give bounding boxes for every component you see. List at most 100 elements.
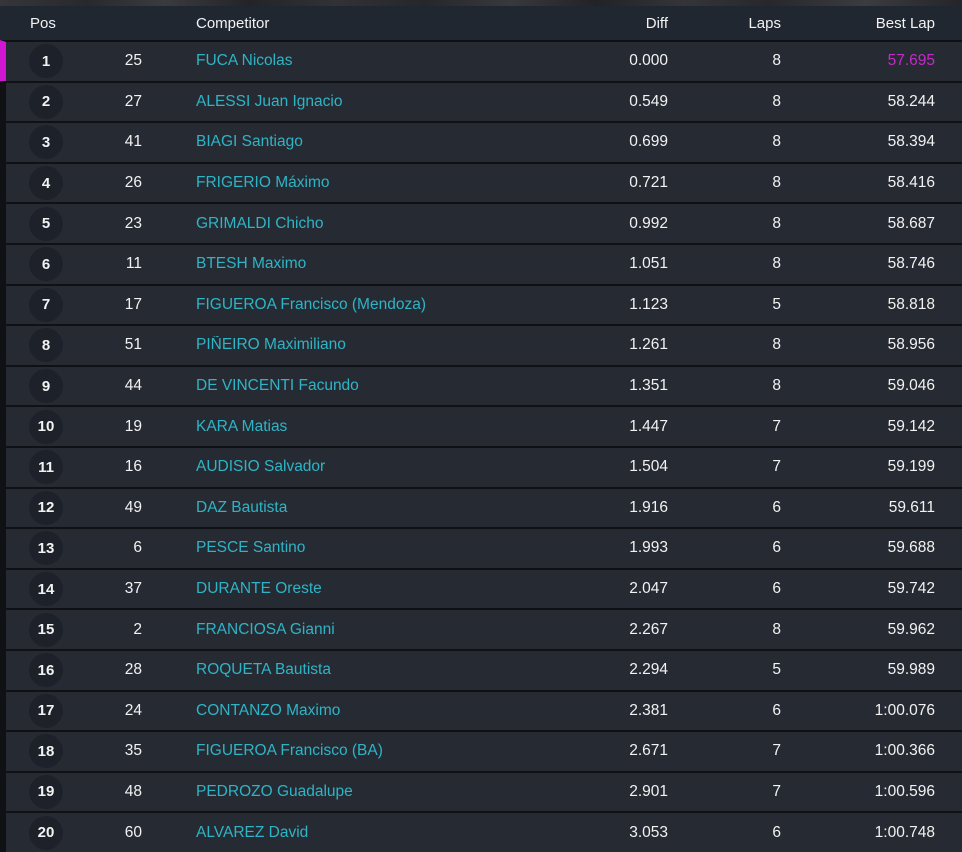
position-badge: 13 [29,531,63,566]
car-number-cell: 44 [124,377,142,395]
position-badge: 11 [29,450,63,485]
position-cell: 3 [6,125,86,160]
competitor-name-cell: ALESSI Juan Ignacio [196,92,343,110]
diff-cell: 1.916 [629,498,668,516]
diff-cell: 2.381 [629,701,668,719]
table-row[interactable]: 18 35 FIGUEROA Francisco (BA) 2.671 7 1:… [0,730,962,771]
car-number-cell: 24 [124,701,142,719]
best-lap-cell: 59.989 [887,661,935,679]
position-cell: 10 [6,409,86,444]
position-badge: 14 [29,572,63,607]
table-row[interactable]: 7 17 FIGUEROA Francisco (Mendoza) 1.123 … [0,283,962,325]
diff-cell: 1.261 [629,336,668,354]
position-cell: 11 [6,450,86,485]
column-header-diff[interactable]: Diff [645,14,668,32]
competitor-name-cell: BIAGI Santiago [196,133,303,151]
table-row[interactable]: 19 48 PEDROZO Guadalupe 2.901 7 1:00.596 [0,770,962,812]
laps-cell: 8 [772,255,781,273]
table-row[interactable]: 13 6 PESCE Santino 1.993 6 59.688 [0,527,962,568]
competitor-name-cell: ROQUETA Bautista [196,661,331,679]
position-cell: 17 [6,693,86,728]
table-row[interactable]: 8 51 PIÑEIRO Maximiliano 1.261 8 58.956 [0,324,962,365]
table-row[interactable]: 6 11 BTESH Maximo 1.051 8 58.746 [0,242,962,284]
laps-cell: 8 [772,336,781,354]
diff-cell: 2.294 [629,661,668,679]
competitor-name-cell: FIGUEROA Francisco (BA) [196,742,383,760]
position-badge: 2 [29,84,63,119]
table-row[interactable]: 2 27 ALESSI Juan Ignacio 0.549 8 58.244 [0,80,962,122]
table-row[interactable]: 17 24 CONTANZO Maximo 2.381 6 1:00.076 [0,689,962,731]
column-header-pos[interactable]: Pos [30,14,56,32]
position-badge: 5 [29,206,63,241]
best-lap-cell: 1:00.076 [874,701,935,719]
car-number-cell: 48 [124,782,142,800]
background-texture-strip [0,0,962,6]
position-cell: 15 [6,612,86,647]
best-lap-cell: 59.611 [888,498,935,516]
laps-cell: 8 [772,377,781,395]
table-row[interactable]: 4 26 FRIGERIO Máximo 0.721 8 58.416 [0,161,962,203]
position-badge: 6 [29,247,63,282]
best-lap-cell: 58.746 [887,255,935,273]
position-badge: 1 [29,44,63,79]
table-row[interactable]: 12 49 DAZ Bautista 1.916 6 59.611 [0,486,962,528]
best-lap-cell: 59.142 [887,417,935,435]
car-number-cell: 26 [124,174,142,192]
table-row[interactable]: 10 19 KARA Matias 1.447 7 59.142 [0,405,962,446]
best-lap-cell: 1:00.748 [874,823,935,841]
diff-cell: 1.051 [629,255,668,273]
table-row[interactable]: 11 16 AUDISIO Salvador 1.504 7 59.199 [0,445,962,487]
table-row[interactable]: 9 44 DE VINCENTI Facundo 1.351 8 59.046 [0,364,962,406]
best-lap-cell: 59.046 [887,377,935,395]
laps-cell: 6 [772,498,781,516]
table-row[interactable]: 3 41 BIAGI Santiago 0.699 8 58.394 [0,121,962,162]
diff-cell: 1.504 [629,458,668,476]
competitor-name-cell: FIGUEROA Francisco (Mendoza) [196,295,426,313]
competitor-name-cell: DAZ Bautista [196,498,288,516]
laps-cell: 8 [772,52,781,70]
competitor-name-cell: DE VINCENTI Facundo [196,377,359,395]
table-row[interactable]: 1 25 FUCA Nicolas 0.000 8 57.695 [0,40,962,81]
car-number-cell: 37 [124,580,142,598]
table-row[interactable]: 15 2 FRANCIOSA Gianni 2.267 8 59.962 [0,608,962,649]
position-cell: 20 [6,815,86,850]
column-header-competitor[interactable]: Competitor [196,14,270,32]
position-badge: 15 [29,612,63,647]
table-row[interactable]: 5 23 GRIMALDI Chicho 0.992 8 58.687 [0,202,962,243]
car-number-cell: 17 [124,295,142,313]
position-cell: 12 [6,490,86,525]
best-lap-cell: 58.244 [887,92,935,110]
best-lap-cell: 59.199 [887,458,935,476]
competitor-name-cell: FRIGERIO Máximo [196,174,330,192]
laps-cell: 5 [772,661,781,679]
best-lap-cell: 59.962 [887,620,935,638]
laps-cell: 8 [772,174,781,192]
competitor-name-cell: GRIMALDI Chicho [196,214,324,232]
position-cell: 1 [6,44,86,79]
car-number-cell: 28 [124,661,142,679]
laps-cell: 7 [772,742,781,760]
best-lap-cell: 58.687 [887,214,935,232]
table-row[interactable]: 14 37 DURANTE Oreste 2.047 6 59.742 [0,567,962,609]
position-cell: 7 [6,287,86,322]
car-number-cell: 25 [124,52,142,70]
diff-cell: 1.351 [629,377,668,395]
diff-cell: 1.447 [629,417,668,435]
position-badge: 18 [29,734,63,769]
diff-cell: 2.901 [629,782,668,800]
column-header-best-lap[interactable]: Best Lap [875,14,935,32]
competitor-name-cell: DURANTE Oreste [196,580,322,598]
table-row[interactable]: 16 28 ROQUETA Bautista 2.294 5 59.989 [0,648,962,690]
laps-cell: 8 [772,133,781,151]
position-cell: 19 [6,774,86,809]
car-number-cell: 16 [124,458,142,476]
column-header-laps[interactable]: Laps [748,14,781,32]
laps-cell: 5 [772,295,781,313]
diff-cell: 0.699 [629,133,668,151]
position-cell: 18 [6,734,86,769]
competitor-name-cell: PEDROZO Guadalupe [196,782,353,800]
table-row[interactable]: 20 60 ALVAREZ David 3.053 6 1:00.748 [0,811,962,852]
position-badge: 17 [29,693,63,728]
position-badge: 7 [29,287,63,322]
